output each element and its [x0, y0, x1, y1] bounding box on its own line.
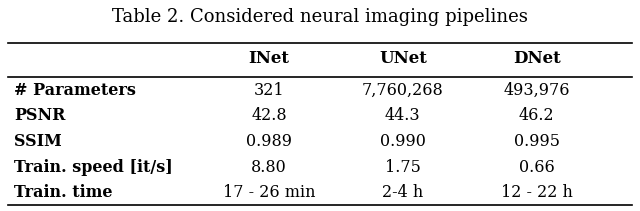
Text: 0.989: 0.989: [246, 133, 292, 150]
Text: 12 - 22 h: 12 - 22 h: [500, 184, 573, 201]
Text: 17 - 26 min: 17 - 26 min: [223, 184, 316, 201]
Text: INet: INet: [248, 50, 289, 67]
Text: DNet: DNet: [513, 50, 561, 67]
Text: 44.3: 44.3: [385, 107, 420, 124]
Text: PSNR: PSNR: [14, 107, 65, 124]
Text: 1.75: 1.75: [385, 158, 420, 176]
Text: Train. time: Train. time: [14, 184, 113, 201]
Text: Table 2. Considered neural imaging pipelines: Table 2. Considered neural imaging pipel…: [112, 8, 528, 26]
Text: 321: 321: [253, 82, 284, 99]
Text: SSIM: SSIM: [14, 133, 62, 150]
Text: # Parameters: # Parameters: [14, 82, 136, 99]
Text: 2-4 h: 2-4 h: [382, 184, 424, 201]
Text: 0.990: 0.990: [380, 133, 426, 150]
Text: 493,976: 493,976: [504, 82, 570, 99]
Text: Train. speed [it/s]: Train. speed [it/s]: [14, 158, 173, 176]
Text: 46.2: 46.2: [519, 107, 554, 124]
Text: 8.80: 8.80: [251, 158, 287, 176]
Text: 0.66: 0.66: [519, 158, 554, 176]
Text: 0.995: 0.995: [514, 133, 559, 150]
Text: 7,760,268: 7,760,268: [362, 82, 444, 99]
Text: 42.8: 42.8: [252, 107, 287, 124]
Text: UNet: UNet: [379, 50, 427, 67]
